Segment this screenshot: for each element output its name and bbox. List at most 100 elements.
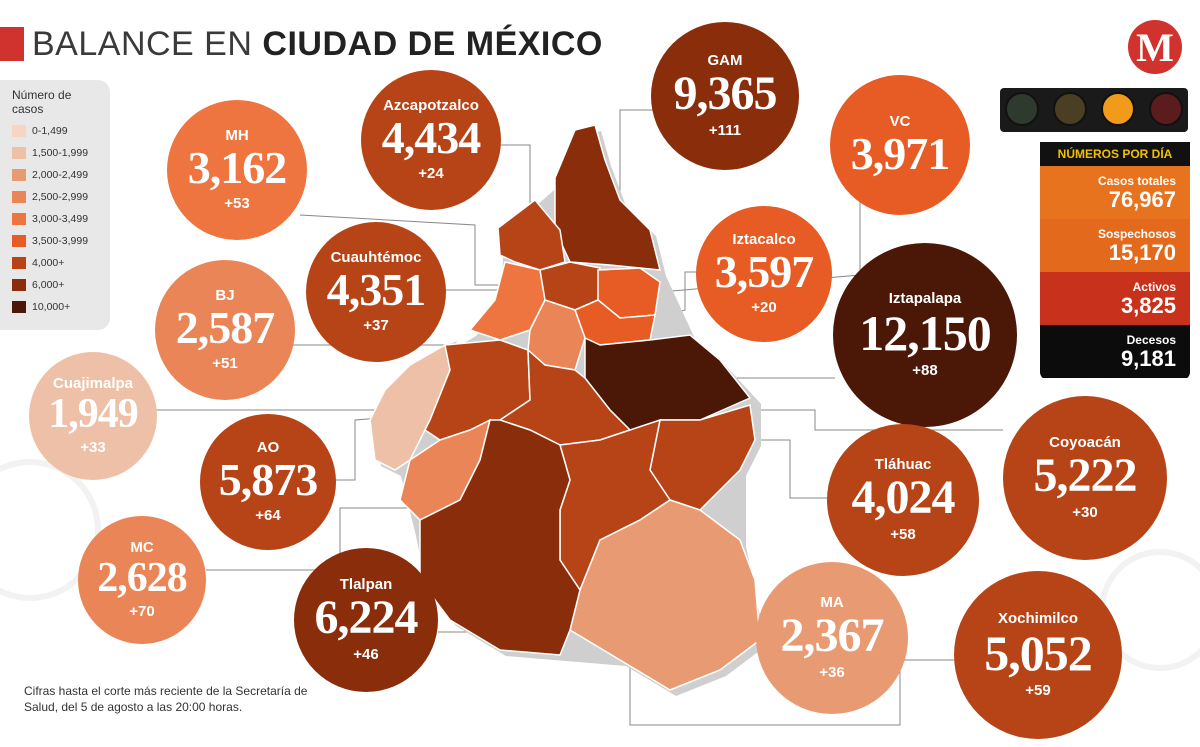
borough-circle-bj: BJ 2,587 +51 [155,260,295,400]
legend: Número de casos 0-1,499 1,500-1,999 2,000-… [0,80,110,330]
borough-name: Azcapotzalco [383,97,479,114]
borough-name: Cuajimalpa [52,375,134,392]
legend-item: 0-1,499 [12,124,68,138]
borough-circle-tlalpan: Tlalpan 6,224 +46 [294,548,438,692]
title-part-2: CIUDAD DE MÉXICO [262,24,603,63]
legend-label: 1,500-1,999 [32,147,89,159]
borough-cases: 1,949 [48,391,138,437]
borough-name: AO [256,439,280,456]
borough-name: VC [889,113,911,130]
stat-value: 76,967 [1108,186,1176,212]
borough-increase: +30 [1072,504,1098,521]
borough-cases: 3,597 [714,246,814,297]
stat-label: Sospechosos [1097,226,1176,241]
borough-cases: 4,024 [851,471,956,524]
borough-name: Iztacalco [732,231,796,248]
legend-title: Número de casos [12,88,72,116]
traffic-light-green [1005,92,1039,126]
legend-item: 3,500-3,999 [12,234,88,248]
borough-name: Coyoacán [1049,434,1121,451]
legend-item: 2,000-2,499 [12,168,88,182]
stat-value: 15,170 [1108,239,1176,265]
borough-increase: +64 [255,507,281,524]
borough-name: Cuauhtémoc [330,249,422,266]
borough-increase: +58 [890,526,916,543]
borough-cases: 12,150 [859,305,991,361]
legend-label: 6,000+ [32,279,65,291]
page-title: BALANCE EN CIUDAD DE MÉXICO [0,24,603,64]
title-part-1: BALANCE EN [32,24,253,63]
stats-panel: NÚMEROS POR DÍA Casos totales 76,967 Sos… [1040,142,1190,380]
traffic-light-yellow [1053,92,1087,126]
borough-increase: +51 [212,355,238,372]
legend-label: 3,000-3,499 [32,213,89,225]
borough-increase: +59 [1025,682,1051,699]
borough-increase: +111 [708,122,742,139]
borough-cases: 4,351 [326,264,426,315]
borough-name: GAM [707,52,743,69]
stat-value: 3,825 [1120,292,1176,318]
borough-circle-azcapotzalco: Azcapotzalco 4,434 +24 [361,70,501,210]
borough-name: Xochimilco [997,610,1079,627]
legend-swatch [12,301,26,313]
borough-name: MC [130,539,154,556]
legend-label: 4,000+ [32,257,65,269]
leader-line [206,507,440,571]
borough-cases: 3,971 [850,128,950,179]
borough-cases: 9,365 [673,67,778,120]
borough-circle-iztacalco: Iztacalco 3,597 +20 [696,206,832,342]
stats-header: NÚMEROS POR DÍA [1040,142,1190,166]
stat-label: Decesos [1126,332,1176,347]
borough-circle-vc: VC 3,971 [830,75,970,215]
title-accent-bar [0,27,24,61]
legend-swatch [12,125,26,137]
legend-item: 10,000+ [12,300,70,314]
stat-value: 9,181 [1120,345,1176,371]
borough-increase: +37 [363,317,389,334]
borough-increase: +24 [418,165,444,182]
borough-name: Iztapalapa [888,290,962,307]
legend-item: 4,000+ [12,256,64,270]
borough-name: BJ [215,287,235,304]
legend-label: 3,500-3,999 [32,235,89,247]
borough-increase: +20 [751,299,777,316]
borough-cases: 2,587 [175,302,275,353]
legend-item: 1,500-1,999 [12,146,88,160]
borough-shape [554,124,661,271]
footnote: Cifras hasta el corte más reciente de la… [24,684,308,714]
borough-name: MH [225,127,249,144]
legend-item: 2,500-2,999 [12,190,88,204]
legend-label: 2,000-2,499 [32,169,89,181]
traffic-light-orange [1101,92,1135,126]
borough-shapes [369,124,766,696]
legend-swatch [12,257,26,269]
legend-label: 10,000+ [32,301,71,313]
borough-circle-iztapalapa: Iztapalapa 12,150 +88 [833,243,1017,427]
legend-label: 2,500-2,999 [32,191,89,203]
stat-active: Activos 3,825 [1040,272,1190,325]
stat-deaths: Decesos 9,181 [1040,325,1190,378]
borough-increase: +88 [912,362,938,379]
borough-circle-gam: GAM 9,365 +111 [651,22,799,170]
borough-circle-ma: MA 2,367 +36 [756,562,908,714]
borough-cases: 2,367 [780,609,885,662]
borough-cases: 3,162 [187,142,287,193]
borough-cases: 5,052 [984,625,1092,681]
borough-increase: +33 [80,439,106,456]
borough-cases: 4,434 [381,112,481,163]
legend-item: 3,000-3,499 [12,212,88,226]
borough-circle-coyoacan: Coyoacán 5,222 +30 [1003,396,1167,560]
stat-suspected: Sospechosos 15,170 [1040,219,1190,272]
legend-swatch [12,279,26,291]
traffic-light-red [1149,92,1183,126]
borough-increase: +70 [129,603,155,620]
legend-swatch [12,169,26,181]
borough-cases: 6,224 [314,591,419,644]
leader-line [299,214,510,286]
borough-cases: 2,628 [97,555,187,601]
borough-name: MA [820,594,844,611]
legend-swatch [12,235,26,247]
borough-circle-mc: MC 2,628 +70 [78,516,206,644]
milenio-logo: M [1128,20,1182,74]
